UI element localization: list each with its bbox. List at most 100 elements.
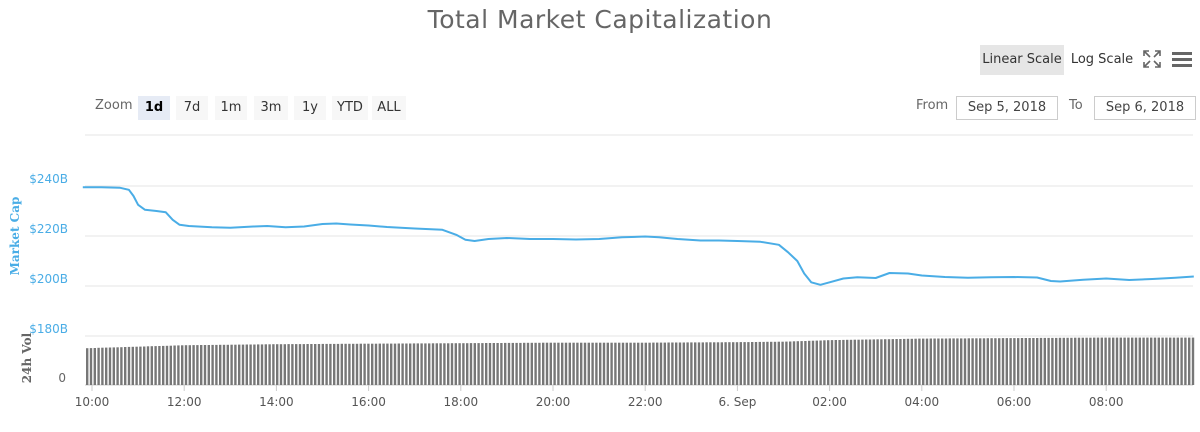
volume-bar [944, 338, 948, 385]
volume-bar [397, 343, 400, 385]
volume-bar [363, 343, 366, 385]
volume-bar [1017, 338, 1020, 385]
zoom-label: Zoom [95, 98, 133, 113]
volume-bar [960, 338, 963, 385]
volume-bar [143, 346, 146, 385]
volume-bar [770, 341, 773, 385]
zoom-1d-button[interactable]: 1d [138, 96, 170, 120]
volume-bar [1024, 338, 1027, 385]
volume-bar [553, 342, 556, 385]
volume-bar [998, 338, 1001, 385]
zoom-ytd-button[interactable]: YTD [332, 96, 368, 120]
volume-bar [671, 342, 674, 385]
volume-bar [405, 343, 408, 385]
volume-bar [439, 343, 442, 385]
volume-bar [922, 338, 925, 385]
volume-bar [287, 344, 290, 385]
volume-bar [834, 340, 837, 385]
volume-bar [93, 348, 96, 385]
volume-bar [747, 342, 750, 385]
volume-bar [253, 344, 256, 385]
volume-bar [154, 346, 157, 385]
volume-bar [572, 342, 575, 385]
volume-bar [435, 343, 438, 385]
volume-bar [298, 344, 302, 385]
volume-bar [663, 342, 666, 385]
volume-bar [211, 344, 214, 385]
volume-bar [910, 338, 913, 385]
volume-bar [884, 339, 887, 385]
volume-bar [994, 338, 997, 385]
volume-bar [982, 338, 986, 385]
volume-bar [291, 344, 294, 385]
volume-bar [1039, 337, 1043, 385]
volume-bar [245, 344, 248, 385]
volume-bar [302, 344, 305, 385]
volume-bar [450, 343, 454, 385]
hamburger-menu-icon[interactable] [1172, 51, 1192, 68]
volume-bar [268, 344, 271, 385]
volume-bar [1070, 337, 1073, 385]
volume-bar [652, 342, 655, 385]
zoom-1y-button[interactable]: 1y [294, 96, 326, 120]
log-scale-button[interactable]: Log Scale [1070, 52, 1134, 67]
volume-bar [241, 344, 245, 385]
volume-bar [192, 345, 195, 385]
volume-bar [640, 342, 644, 385]
volume-bar [1188, 337, 1191, 385]
x-tick-label: 14:00 [259, 395, 294, 409]
volume-bar [914, 338, 917, 385]
volume-bar [340, 343, 343, 385]
volume-bar [1009, 338, 1012, 385]
volume-bar [735, 342, 739, 385]
volume-bar [89, 348, 93, 385]
volume-bar [264, 344, 267, 385]
volume-bar [196, 345, 199, 385]
volume-bar [701, 342, 704, 385]
volume-bar [591, 342, 594, 385]
volume-bar [868, 339, 872, 385]
volume-bar [720, 342, 723, 385]
volume-bar [226, 344, 229, 385]
volume-bar [754, 342, 758, 385]
volume-bar [697, 342, 701, 385]
volume-bar [105, 347, 108, 385]
volume-bar [1161, 337, 1164, 385]
to-date-input[interactable]: Sep 6, 2018 [1094, 96, 1196, 120]
volume-bar [971, 338, 974, 385]
from-date-input[interactable]: Sep 5, 2018 [956, 96, 1058, 120]
zoom-1m-button[interactable]: 1m [215, 96, 247, 120]
volume-bar [815, 340, 818, 385]
zoom-3m-button[interactable]: 3m [254, 96, 288, 120]
volume-bar [492, 343, 495, 385]
volume-bar [1108, 337, 1111, 385]
linear-scale-button[interactable]: Linear Scale [980, 45, 1064, 75]
volume-bar [800, 341, 803, 385]
volume-bar [1184, 337, 1187, 385]
volume-bar [732, 342, 735, 385]
volume-bar [97, 347, 100, 385]
volume-bar [515, 342, 518, 385]
zoom-7d-button[interactable]: 7d [176, 96, 208, 120]
volume-bar [1138, 337, 1141, 385]
y-tick-label: $220B [29, 222, 68, 236]
volume-bar [1127, 337, 1130, 385]
volume-bar [1096, 337, 1100, 385]
volume-bar [401, 343, 404, 385]
volume-bar [336, 343, 340, 385]
volume-bar [234, 344, 237, 385]
volume-bar [819, 340, 822, 385]
zoom-all-button[interactable]: ALL [372, 96, 406, 120]
volume-bar [1032, 338, 1035, 385]
volume-bar [865, 339, 868, 385]
volume-bar [386, 343, 389, 385]
x-tick-label: 20:00 [536, 395, 571, 409]
chart-title: Total Market Capitalization [427, 5, 773, 34]
fullscreen-icon[interactable] [1143, 50, 1161, 68]
volume-bar [1058, 337, 1062, 385]
volume-bar [599, 342, 602, 385]
volume-bar [986, 338, 989, 385]
volume-bar [648, 342, 651, 385]
volume-bar [705, 342, 708, 385]
